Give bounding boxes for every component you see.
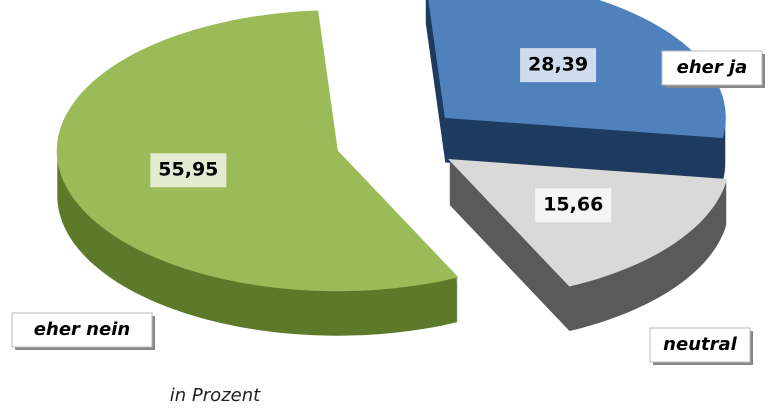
slice — [448, 159, 728, 287]
value-label-box — [520, 48, 597, 83]
slice — [56, 10, 459, 292]
value-label-box — [150, 153, 227, 188]
legend-label: eher nein — [34, 319, 130, 340]
value-label-box — [535, 188, 612, 223]
value-label: 55,95 — [158, 159, 218, 181]
value-label: 15,66 — [543, 194, 603, 216]
legend-label: eher ja — [677, 57, 748, 78]
legend-label: neutral — [663, 334, 737, 355]
legend-box — [661, 50, 763, 86]
value-label: 28,39 — [528, 54, 588, 76]
legend-box — [11, 312, 153, 348]
caption: in Prozent — [170, 385, 261, 406]
legend-box — [649, 327, 751, 363]
